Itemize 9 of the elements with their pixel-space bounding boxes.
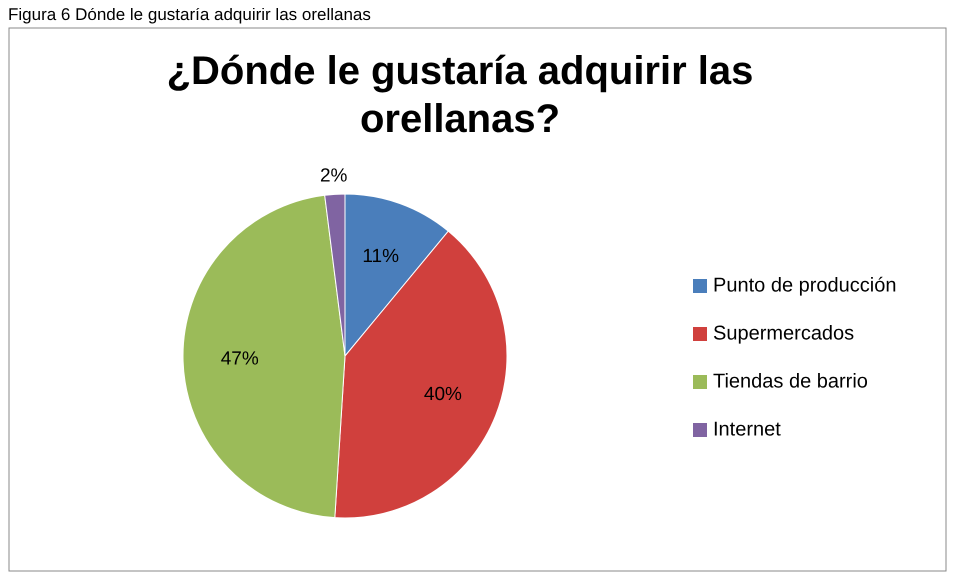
data-label: 40% — [424, 384, 462, 405]
data-label: 2% — [320, 165, 348, 186]
chart-title: ¿Dónde le gustaría adquirir las orellanas? — [166, 49, 754, 141]
legend-label: Supermercados — [713, 322, 854, 344]
legend-label: Tiendas de barrio — [713, 370, 868, 392]
data-label: 47% — [220, 348, 259, 370]
legend-label: Internet — [713, 418, 782, 440]
data-label: 11% — [362, 246, 400, 267]
legend-label: Punto de producción — [713, 274, 896, 296]
